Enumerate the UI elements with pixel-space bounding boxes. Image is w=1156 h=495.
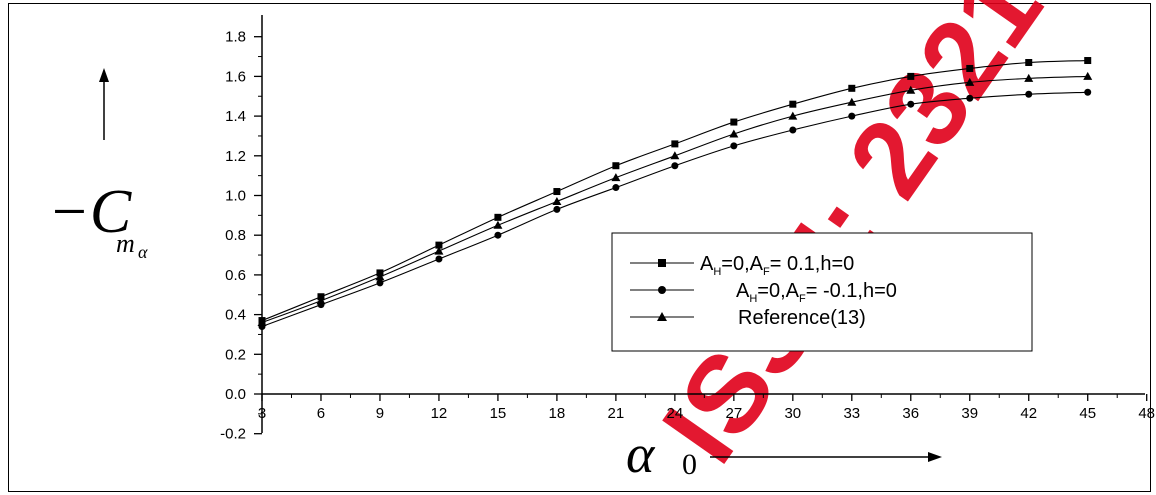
data-point-triangle <box>847 97 857 106</box>
y-axis-label: −C m α <box>48 68 148 262</box>
legend: AH=0,AF= 0.1,h=0 AH=0,AF= -0.1,h=0 Refer… <box>611 232 1033 352</box>
data-point-square <box>789 100 797 108</box>
data-point-circle <box>730 142 738 150</box>
data-point-triangle <box>434 246 444 255</box>
x-label-sub: 0 <box>682 448 697 481</box>
data-point-square <box>1025 59 1033 67</box>
data-point-triangle <box>965 77 975 86</box>
legend-label-1: AH=0,AF= 0.1,h=0 <box>700 253 854 278</box>
x-tick-label: 36 <box>902 405 919 422</box>
x-tick-label: 18 <box>549 405 566 422</box>
data-point-square <box>907 72 915 80</box>
y-tick-label: 0.4 <box>225 307 246 324</box>
y-axis-ticks: -0.2 0.0 0.2 0.4 0.6 0.8 1.0 1.2 1.4 1.6 1.8 <box>220 29 262 443</box>
x-tick-label: 6 <box>317 405 325 422</box>
data-point-square <box>1084 57 1092 65</box>
y-tick-label: 1.2 <box>225 148 246 165</box>
data-point-circle <box>848 112 856 120</box>
x-tick-label: 39 <box>961 405 978 422</box>
data-point-triangle <box>906 85 916 94</box>
data-point-square <box>730 118 738 126</box>
data-point-square <box>494 213 502 221</box>
data-point-triangle <box>1024 73 1034 82</box>
data-point-circle <box>435 255 443 263</box>
data-point-circle <box>671 162 679 170</box>
data-point-triangle <box>493 220 503 229</box>
series-3 <box>257 71 1093 327</box>
data-point-square <box>966 64 974 72</box>
data-point-triangle <box>1083 71 1093 80</box>
x-label-main: α <box>626 424 656 484</box>
data-point-triangle <box>257 318 267 327</box>
y-tick-label: -0.2 <box>220 426 246 443</box>
x-axis-label: α 0 <box>626 424 942 484</box>
x-tick-label: 48 <box>1138 405 1155 422</box>
y-label-greek: α <box>138 242 148 262</box>
x-tick-label: 12 <box>431 405 448 422</box>
y-tick-label: 0.8 <box>225 227 246 244</box>
x-tick-label: 42 <box>1020 405 1037 422</box>
data-point-square <box>553 188 561 196</box>
series-group <box>257 57 1093 331</box>
y-tick-label: 1.0 <box>225 188 246 205</box>
data-point-triangle <box>788 111 798 120</box>
legend-marker-square <box>658 259 666 267</box>
x-tick-label: 24 <box>667 405 684 422</box>
x-tick-label: 30 <box>784 405 801 422</box>
y-tick-label: 1.4 <box>225 108 246 125</box>
y-tick-label: 0.0 <box>225 386 246 403</box>
series-line <box>261 59 1088 322</box>
data-point-circle <box>1025 90 1033 98</box>
legend-item-3: Reference(13) <box>630 307 866 329</box>
legend-label-3: Reference(13) <box>738 307 866 329</box>
data-point-circle <box>612 184 620 192</box>
legend-item-1: AH=0,AF= 0.1,h=0 <box>630 253 854 278</box>
x-tick-label: 45 <box>1079 405 1096 422</box>
legend-marker-triangle <box>657 312 667 321</box>
data-point-triangle <box>670 151 680 160</box>
data-point-triangle <box>729 129 739 138</box>
data-point-circle <box>553 205 561 213</box>
x-tick-label: 15 <box>490 405 507 422</box>
data-point-square <box>848 84 856 92</box>
data-point-circle <box>494 231 502 239</box>
y-label-main: −C <box>48 178 132 246</box>
y-tick-label: 0.6 <box>225 267 246 284</box>
x-arrow-head-icon <box>928 452 942 462</box>
data-point-circle <box>1084 88 1092 96</box>
data-point-triangle <box>552 196 562 205</box>
data-point-square <box>435 241 443 249</box>
x-axis-ticks: 3 6 9 12 15 18 21 24 27 30 33 36 39 42 45 48 <box>258 394 1155 422</box>
x-tick-label: 9 <box>376 405 384 422</box>
data-point-triangle <box>611 173 621 182</box>
x-tick-label: 33 <box>843 405 860 422</box>
data-point-triangle <box>316 296 326 305</box>
legend-item-2: AH=0,AF= -0.1,h=0 <box>630 280 897 305</box>
data-point-circle <box>966 94 974 102</box>
series-1 <box>258 57 1092 325</box>
data-point-square <box>671 140 679 148</box>
legend-marker-circle <box>658 286 666 294</box>
data-point-triangle <box>375 272 385 281</box>
y-tick-label: 1.6 <box>225 68 246 85</box>
legend-box <box>611 232 1033 352</box>
legend-label-2: AH=0,AF= -0.1,h=0 <box>736 280 897 305</box>
x-tick-label: 27 <box>725 405 742 422</box>
data-point-circle <box>907 100 915 108</box>
data-point-square <box>612 162 620 170</box>
y-label-sub: m <box>116 229 135 258</box>
x-tick-label: 21 <box>608 405 625 422</box>
data-point-circle <box>789 126 797 134</box>
data-point-circle <box>376 279 384 287</box>
y-tick-label: 1.8 <box>225 29 246 46</box>
y-tick-label: 0.2 <box>225 346 246 363</box>
y-arrow-head-icon <box>99 68 109 82</box>
